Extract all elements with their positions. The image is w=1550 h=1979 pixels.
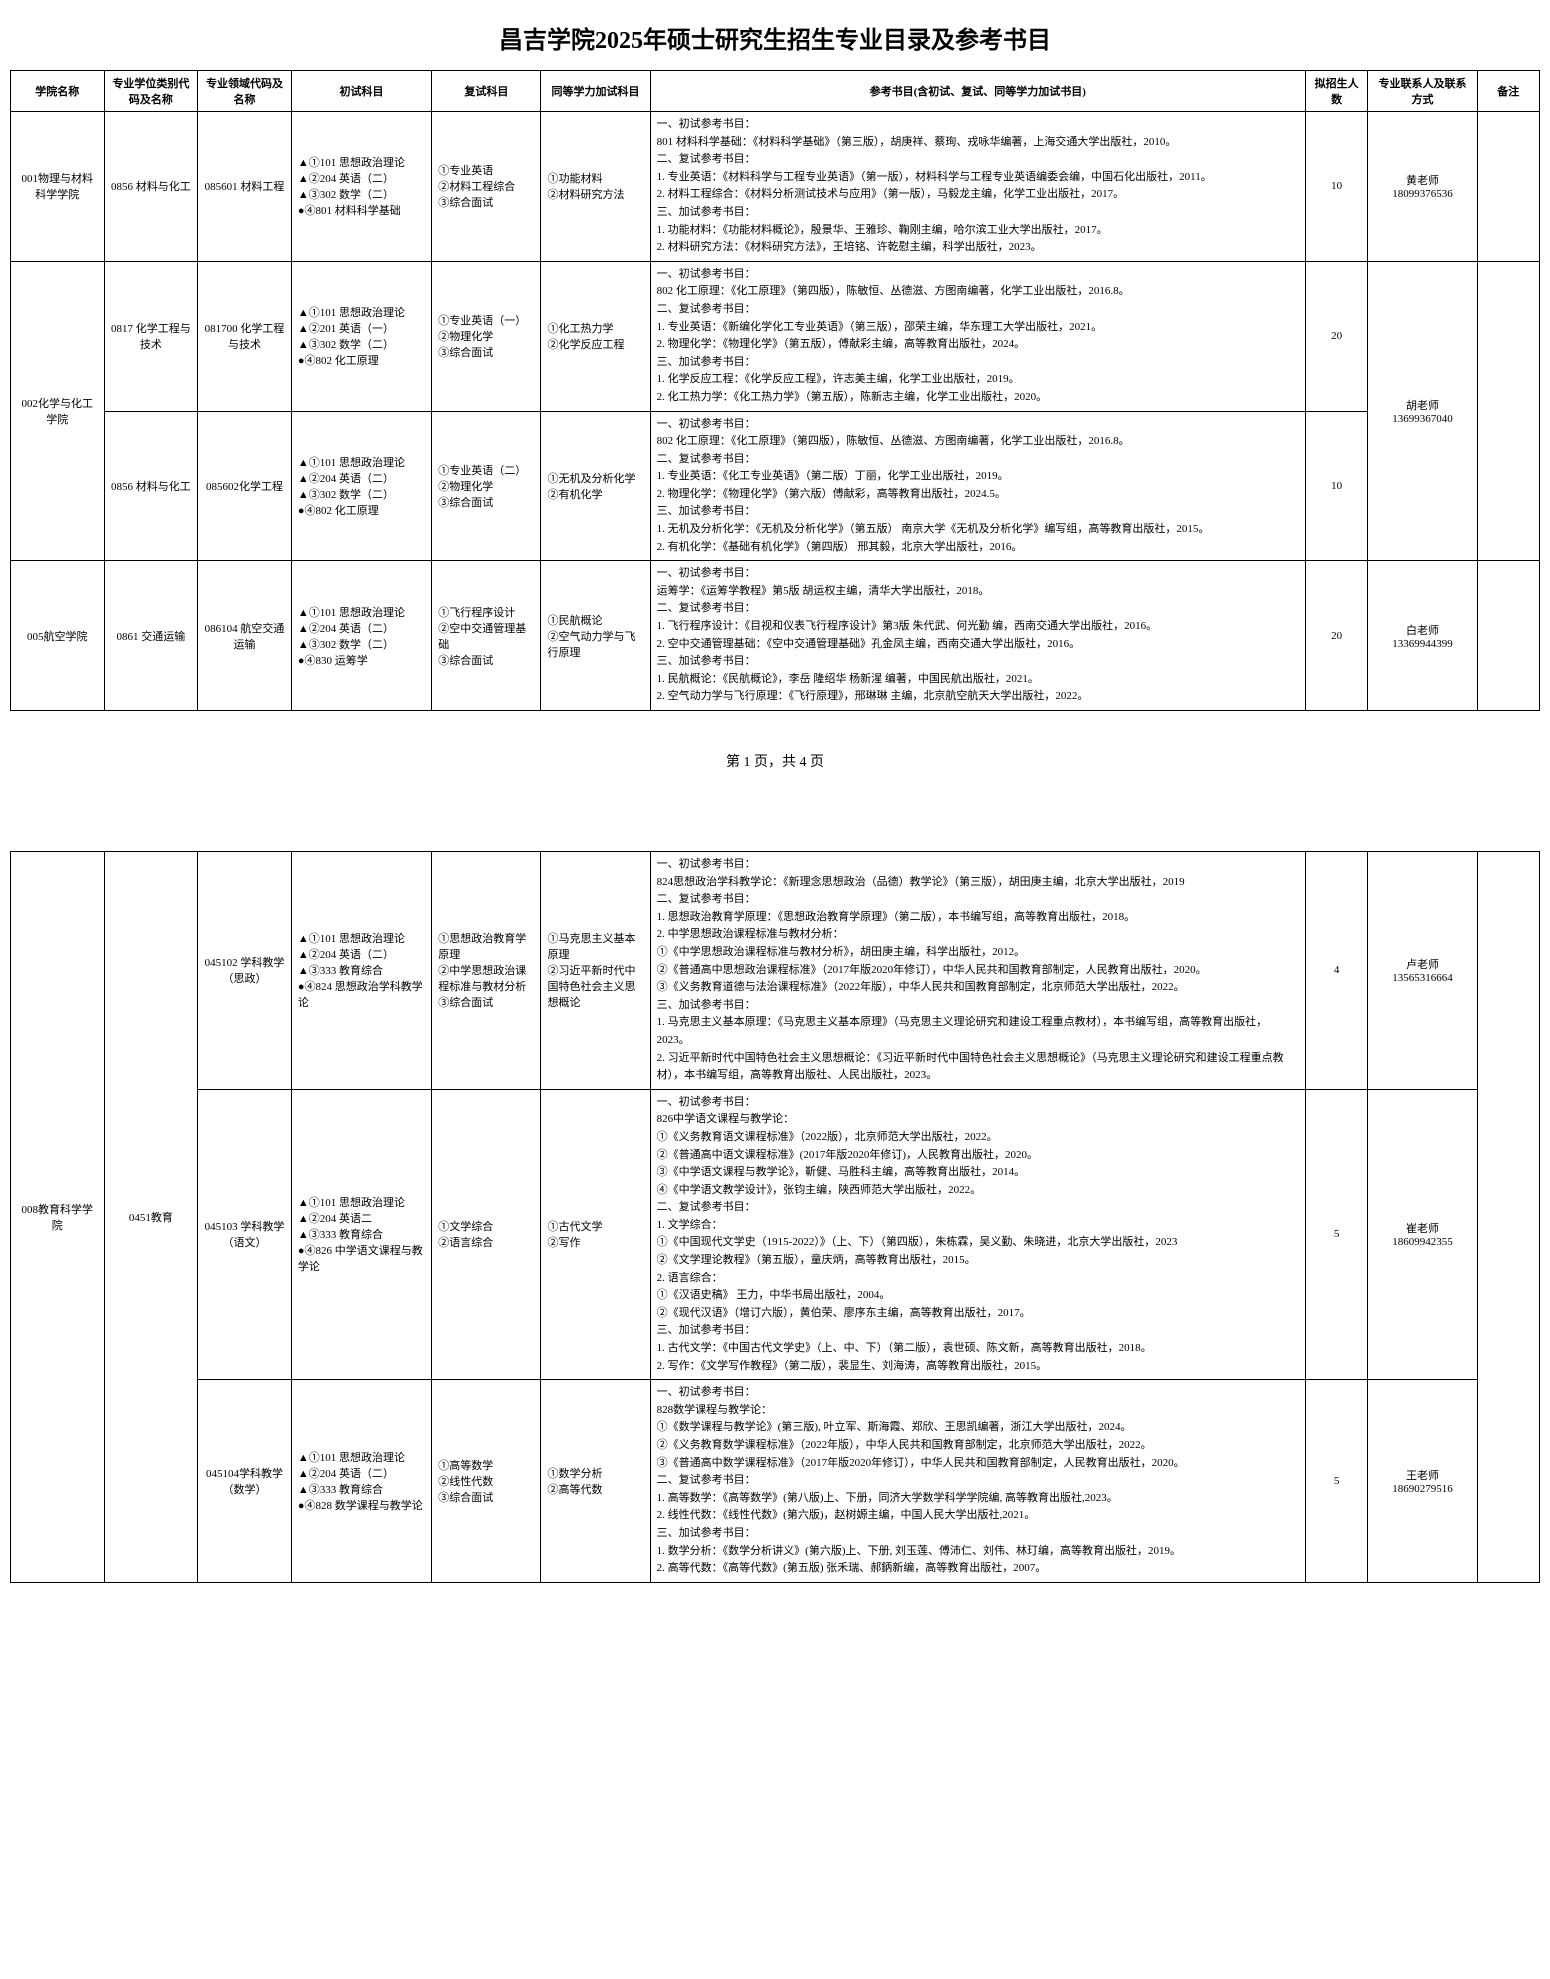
cell-school: 008教育科学学院 [11,852,105,1583]
cell-field: 045102 学科教学（思政） [198,852,292,1090]
cell-retest: ①飞行程序设计②空中交通管理基础③综合面试 [432,561,541,711]
cell-extra: ①马克思主义基本原理②习近平新时代中国特色社会主义思想概论 [541,852,650,1090]
cell-prelim: ▲①101 思想政治理论▲②204 英语（二）▲③302 数学（二）●④802 … [291,411,431,561]
cell-extra: ①民航概论②空气动力学与飞行原理 [541,561,650,711]
th-plan: 拟招生人数 [1305,71,1367,112]
cell-retest: ①专业英语②材料工程综合③综合面试 [432,112,541,262]
cell-refs: 一、初试参考书目：801 材料科学基础：《材料科学基础》（第三版），胡庚祥、蔡珣… [650,112,1305,262]
cell-degree: 0856 材料与化工 [104,411,198,561]
cell-field: 081700 化学工程与技术 [198,261,292,411]
cell-refs: 一、初试参考书目：802 化工原理：《化工原理》（第四版），陈敏恒、丛德滋、方图… [650,411,1305,561]
cell-extra: ①无机及分析化学②有机化学 [541,411,650,561]
cell-refs: 一、初试参考书目：824思想政治学科教学论：《新理念思想政治（品德）教学论》（第… [650,852,1305,1090]
th-contact: 专业联系人及联系方式 [1368,71,1477,112]
cell-plan: 10 [1305,411,1367,561]
th-retest: 复试科目 [432,71,541,112]
table-row: 005航空学院 0861 交通运输 086104 航空交通运输 ▲①101 思想… [11,561,1540,711]
cell-retest: ①文学综合②语言综合 [432,1089,541,1380]
table-row: 008教育科学学院 0451教育 045102 学科教学（思政） ▲①101 思… [11,852,1540,1090]
cell-refs: 一、初试参考书目：826中学语文课程与教学论：①《义务教育语文课程标准》（202… [650,1089,1305,1380]
cell-extra: ①古代文学②写作 [541,1089,650,1380]
cell-refs: 一、初试参考书目：运筹学：《运筹学教程》第5版 胡运权主编，清华大学出版社，20… [650,561,1305,711]
cell-prelim: ▲①101 思想政治理论▲②204 英语二▲③333 教育综合●④826 中学语… [291,1089,431,1380]
cell-extra: ①功能材料②材料研究方法 [541,112,650,262]
cell-plan: 10 [1305,112,1367,262]
cell-note [1477,112,1539,262]
cell-contact: 王老师18690279516 [1368,1380,1477,1583]
cell-prelim: ▲①101 思想政治理论▲②201 英语（一）▲③302 数学（二）●④802 … [291,261,431,411]
cell-retest: ①专业英语（一）②物理化学③综合面试 [432,261,541,411]
th-degree: 专业学位类别代码及名称 [104,71,198,112]
cell-prelim: ▲①101 思想政治理论▲②204 英语（二）▲③302 数学（二）●④801 … [291,112,431,262]
cell-note [1477,852,1539,1583]
cell-field: 085602化学工程 [198,411,292,561]
cell-plan: 20 [1305,261,1367,411]
cell-retest: ①专业英语（二）②物理化学③综合面试 [432,411,541,561]
cell-note [1477,261,1539,561]
cell-field: 045103 学科教学（语文） [198,1089,292,1380]
cell-contact: 白老师13369944399 [1368,561,1477,711]
th-note: 备注 [1477,71,1539,112]
cell-school: 005航空学院 [11,561,105,711]
cell-contact: 卢老师13565316664 [1368,852,1477,1090]
cell-contact: 黄老师18099376536 [1368,112,1477,262]
cell-retest: ①思想政治教育学原理②中学思想政治课程标准与教材分析③综合面试 [432,852,541,1090]
th-extra: 同等学力加试科目 [541,71,650,112]
cell-plan: 4 [1305,852,1367,1090]
cell-degree: 0861 交通运输 [104,561,198,711]
page-indicator: 第 1 页，共 4 页 [10,751,1540,771]
catalog-table-page1: 学院名称 专业学位类别代码及名称 专业领域代码及名称 初试科目 复试科目 同等学… [10,70,1540,711]
th-school: 学院名称 [11,71,105,112]
cell-plan: 5 [1305,1089,1367,1380]
cell-retest: ①高等数学②线性代数③综合面试 [432,1380,541,1583]
cell-prelim: ▲①101 思想政治理论▲②204 英语（二）▲③333 教育综合●④824 思… [291,852,431,1090]
table-row: 045103 学科教学（语文） ▲①101 思想政治理论▲②204 英语二▲③3… [11,1089,1540,1380]
cell-plan: 5 [1305,1380,1367,1583]
cell-refs: 一、初试参考书目：828数学课程与教学论：①《数学课程与教学论》(第三版), 叶… [650,1380,1305,1583]
cell-extra: ①数学分析②高等代数 [541,1380,650,1583]
cell-field: 085601 材料工程 [198,112,292,262]
catalog-table-page2: 008教育科学学院 0451教育 045102 学科教学（思政） ▲①101 思… [10,851,1540,1583]
cell-degree: 0451教育 [104,852,198,1583]
cell-plan: 20 [1305,561,1367,711]
cell-extra: ①化工热力学②化学反应工程 [541,261,650,411]
th-field: 专业领域代码及名称 [198,71,292,112]
cell-contact: 胡老师13699367040 [1368,261,1477,561]
table-row: 045104学科教学（数学） ▲①101 思想政治理论▲②204 英语（二）▲③… [11,1380,1540,1583]
cell-field: 086104 航空交通运输 [198,561,292,711]
page-title: 昌吉学院2025年硕士研究生招生专业目录及参考书目 [10,20,1540,55]
cell-school: 002化学与化工学院 [11,261,105,561]
cell-degree: 0856 材料与化工 [104,112,198,262]
table-row: 002化学与化工学院 0817 化学工程与技术 081700 化学工程与技术 ▲… [11,261,1540,411]
cell-field: 045104学科教学（数学） [198,1380,292,1583]
cell-contact: 崔老师18609942355 [1368,1089,1477,1380]
cell-refs: 一、初试参考书目：802 化工原理：《化工原理》（第四版），陈敏恒、丛德滋、方图… [650,261,1305,411]
cell-prelim: ▲①101 思想政治理论▲②204 英语（二）▲③333 教育综合●④828 数… [291,1380,431,1583]
th-prelim: 初试科目 [291,71,431,112]
th-refs: 参考书目(含初试、复试、同等学力加试书目) [650,71,1305,112]
cell-prelim: ▲①101 思想政治理论▲②204 英语（二）▲③302 数学（二）●④830 … [291,561,431,711]
table-row: 0856 材料与化工 085602化学工程 ▲①101 思想政治理论▲②204 … [11,411,1540,561]
table-row: 001物理与材料科学学院 0856 材料与化工 085601 材料工程 ▲①10… [11,112,1540,262]
cell-degree: 0817 化学工程与技术 [104,261,198,411]
cell-note [1477,561,1539,711]
cell-school: 001物理与材料科学学院 [11,112,105,262]
table-header-row: 学院名称 专业学位类别代码及名称 专业领域代码及名称 初试科目 复试科目 同等学… [11,71,1540,112]
